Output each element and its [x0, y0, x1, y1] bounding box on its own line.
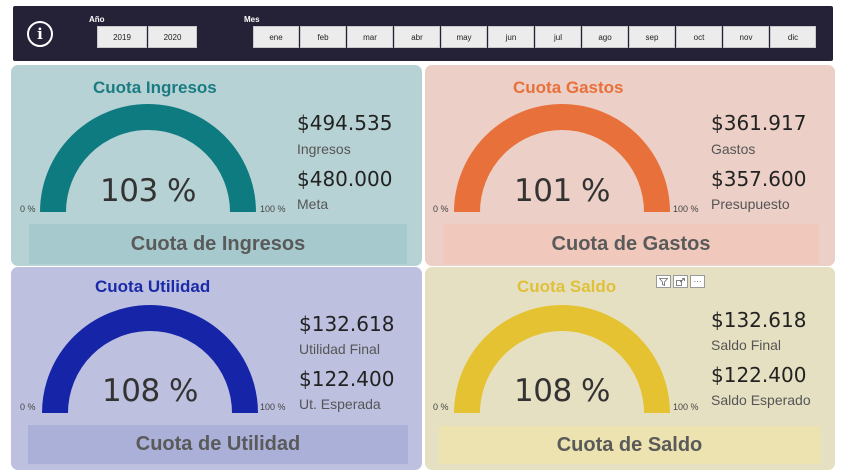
gauge-max-label: 100 %	[673, 402, 699, 412]
card-title: Cuota Utilidad	[95, 277, 211, 296]
gauge-chart[interactable]	[41, 305, 259, 415]
gauge-fill	[42, 305, 258, 414]
visual-header: ⋯	[656, 275, 705, 288]
filter-bar: i Año 2019 2020 Mes ene feb mar abr may …	[13, 6, 833, 61]
month-button-mar[interactable]: mar	[347, 26, 393, 48]
month-button-nov[interactable]: nov	[723, 26, 769, 48]
target-label: Presupuesto	[711, 196, 790, 212]
year-button-2019[interactable]: 2019	[97, 26, 147, 48]
gauge-max-label: 100 %	[260, 204, 286, 214]
card-footer: Cuota de Saldo	[439, 426, 820, 464]
gauge-fill	[454, 305, 670, 414]
gauge-chart[interactable]	[453, 104, 671, 214]
target-label: Saldo Esperado	[711, 392, 811, 408]
gauge-fill	[454, 104, 670, 213]
gauge-max-label: 100 %	[673, 204, 699, 214]
month-button-sep[interactable]: sep	[629, 26, 675, 48]
actual-label: Saldo Final	[711, 337, 782, 353]
filter-icon[interactable]	[656, 275, 671, 288]
year-filter-label: Año	[89, 15, 105, 24]
month-button-feb[interactable]: feb	[300, 26, 346, 48]
card-title: Cuota Gastos	[513, 78, 624, 97]
actual-value: $361.917	[711, 111, 807, 135]
gauge-min-label: 0 %	[433, 204, 449, 214]
gauge-chart[interactable]	[453, 305, 671, 415]
target-value: $480.000	[297, 167, 393, 191]
actual-label: Ingresos	[297, 141, 351, 157]
card-gastos[interactable]: Cuota Gastos 101 % 0 % 100 % $361.917 Ga…	[427, 67, 833, 264]
month-button-abr[interactable]: abr	[394, 26, 440, 48]
focus-mode-icon[interactable]	[673, 275, 688, 288]
gauge-fill	[40, 104, 256, 213]
month-button-oct[interactable]: oct	[676, 26, 722, 48]
month-button-jul[interactable]: jul	[535, 26, 581, 48]
gauge-min-label: 0 %	[20, 402, 36, 412]
month-button-jun[interactable]: jun	[488, 26, 534, 48]
month-filter-label: Mes	[244, 15, 260, 24]
gauge-percent: 101 %	[514, 173, 610, 209]
card-saldo[interactable]: Cuota Saldo ⋯ 108 % 0 % 100 % $132.618 S…	[427, 269, 833, 468]
gauge-min-label: 0 %	[433, 402, 449, 412]
card-footer: Cuota de Gastos	[443, 224, 819, 264]
target-value: $357.600	[711, 167, 807, 191]
card-footer: Cuota de Utilidad	[28, 425, 408, 464]
card-utilidad[interactable]: Cuota Utilidad 108 % 0 % 100 % $132.618 …	[13, 269, 420, 468]
target-value: $122.400	[711, 363, 807, 387]
gauge-min-label: 0 %	[20, 204, 36, 214]
target-value: $122.400	[299, 367, 395, 391]
gauge-percent: 108 %	[102, 373, 198, 409]
gauge-percent: 108 %	[514, 373, 610, 409]
actual-value: $132.618	[299, 312, 395, 336]
gauge-chart[interactable]	[39, 104, 257, 214]
info-icon[interactable]: i	[27, 21, 53, 47]
month-button-may[interactable]: may	[441, 26, 487, 48]
month-button-dic[interactable]: dic	[770, 26, 816, 48]
actual-label: Utilidad Final	[299, 341, 380, 357]
actual-value: $494.535	[297, 111, 393, 135]
year-button-2020[interactable]: 2020	[148, 26, 197, 48]
gauge-percent: 103 %	[100, 173, 196, 209]
month-button-ago[interactable]: ago	[582, 26, 628, 48]
target-label: Meta	[297, 196, 329, 212]
month-button-ene[interactable]: ene	[253, 26, 299, 48]
target-label: Ut. Esperada	[299, 396, 381, 412]
card-title: Cuota Ingresos	[93, 78, 217, 97]
gauge-max-label: 100 %	[260, 402, 286, 412]
card-title: Cuota Saldo	[517, 277, 617, 296]
card-ingresos[interactable]: Cuota Ingresos 103 % 0 % 100 % $494.535 …	[13, 67, 420, 264]
more-options-icon[interactable]: ⋯	[690, 275, 705, 288]
card-footer: Cuota de Ingresos	[29, 224, 407, 264]
actual-value: $132.618	[711, 308, 807, 332]
actual-label: Gastos	[711, 141, 756, 157]
